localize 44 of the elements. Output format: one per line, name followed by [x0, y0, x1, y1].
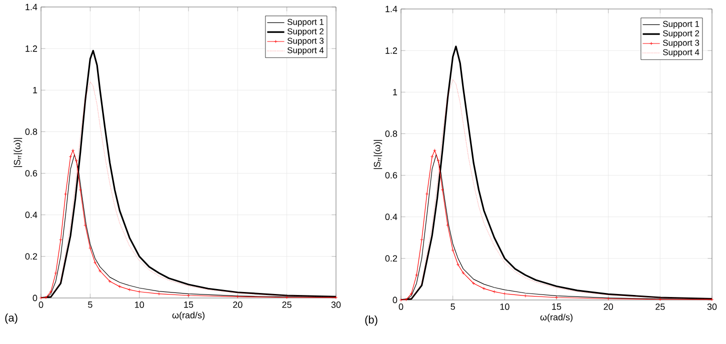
x-tick-label: 5 [450, 304, 455, 310]
y-tick-label: 0.2 [385, 255, 398, 262]
legend-label: Support 3 [287, 38, 324, 46]
x-tick-label: 0 [398, 304, 404, 310]
y-tick-label: 0 [392, 296, 398, 304]
legend-label: Support 3 [663, 40, 700, 48]
x-tick-label: 25 [282, 302, 292, 308]
y-tick-label: 1 [33, 87, 38, 94]
legend-label: Support 1 [663, 20, 700, 29]
x-tick-label: 10 [500, 304, 510, 310]
x-axis-title: ω(rad/s) [172, 312, 204, 320]
y-tick-label: 1.2 [386, 47, 398, 54]
y-tick-label: 0.4 [25, 212, 38, 218]
text: (a) [5, 314, 18, 324]
y-tick-label: 0.4 [385, 214, 398, 220]
x-tick-label: 20 [604, 304, 613, 310]
x-tick-label: 25 [656, 304, 665, 310]
y-tick-label: 0 [32, 294, 38, 302]
x-tick-label: 20 [233, 302, 242, 308]
x-tick-label: 30 [707, 304, 717, 310]
y-tick-label: 1.4 [26, 4, 38, 10]
y-tick-label: 0.2 [25, 253, 38, 260]
y-axis-title: |S$_{rr}$|(ω)| [14, 138, 22, 167]
text: (b) [365, 316, 378, 326]
x-tick-label: 30 [331, 302, 341, 308]
x-tick-label: 5 [88, 302, 92, 308]
legend-label: Support 1 [287, 18, 324, 27]
x-tick-label: 0 [38, 302, 44, 308]
y-tick-label: 0.8 [385, 130, 398, 137]
x-tick-label: 15 [184, 302, 194, 308]
legend-label: Support 4 [287, 47, 324, 55]
legend-label: Support 2 [663, 30, 700, 38]
x-tick-label: 15 [552, 304, 562, 310]
y-tick-label: 1 [393, 89, 398, 96]
x-tick-label: 10 [135, 302, 144, 308]
y-tick-label: 0.6 [25, 170, 38, 176]
legend-label: Support 2 [287, 28, 324, 36]
x-axis-title: ω(rad/s) [540, 314, 572, 322]
y-tick-label: 1.4 [386, 6, 398, 12]
y-tick-label: 0.6 [385, 172, 398, 178]
y-tick-label: 1.2 [26, 45, 38, 52]
legend-label: Support 4 [663, 49, 700, 57]
y-axis-title: |S$_{rr}$|(ω)| [374, 140, 382, 169]
y-tick-label: 0.8 [25, 128, 38, 135]
